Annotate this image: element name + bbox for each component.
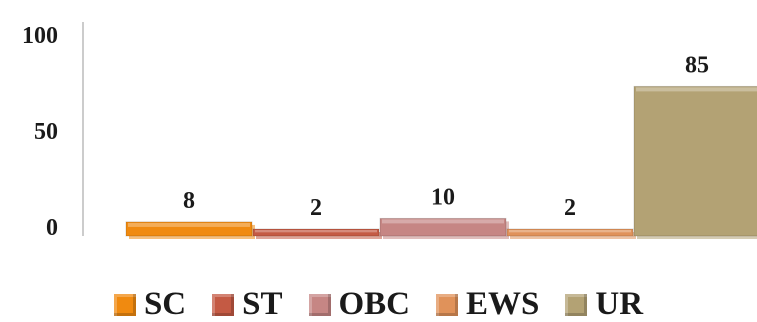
legend: SC ST OBC EWS UR [0, 288, 757, 321]
legend-label-sc: SC [143, 286, 187, 322]
data-label-st: 2 [310, 195, 322, 221]
legend-swatch-st [212, 293, 235, 316]
y-tick-label: 50 [34, 119, 58, 145]
legend-swatch-ur [565, 293, 588, 316]
data-label-sc: 8 [183, 188, 195, 214]
legend-item-ur: UR [565, 288, 643, 321]
legend-label-ews: EWS [466, 286, 540, 322]
bar-ur [633, 85, 757, 240]
data-labels: 8 2 10 2 85 [183, 52, 709, 221]
bars [125, 85, 757, 240]
y-tick-labels: 0 50 100 [22, 23, 58, 241]
legend-label-ur: UR [595, 286, 644, 322]
legend-item-sc: SC [113, 286, 187, 322]
data-label-obc: 10 [431, 184, 455, 210]
data-label-ur: 85 [685, 52, 709, 78]
bar-chart: 0 50 100 8 2 10 2 85 [22, 22, 757, 241]
legend-swatch-ews [436, 293, 459, 316]
legend-item-st: ST [212, 286, 283, 322]
data-label-ews: 2 [564, 195, 576, 221]
bar-st [252, 228, 382, 239]
legend-item-ews: EWS [436, 288, 539, 321]
bar-obc [379, 217, 509, 239]
legend-label-obc: OBC [338, 286, 411, 322]
legend-swatch-sc [113, 293, 136, 316]
bar-sc [125, 221, 255, 239]
bar-ews [506, 228, 636, 239]
legend-swatch-obc [308, 293, 331, 316]
legend-item-obc: OBC [308, 286, 411, 322]
y-tick-label: 100 [22, 23, 58, 49]
y-tick-label: 0 [46, 215, 58, 241]
legend-label-st: ST [242, 286, 283, 322]
